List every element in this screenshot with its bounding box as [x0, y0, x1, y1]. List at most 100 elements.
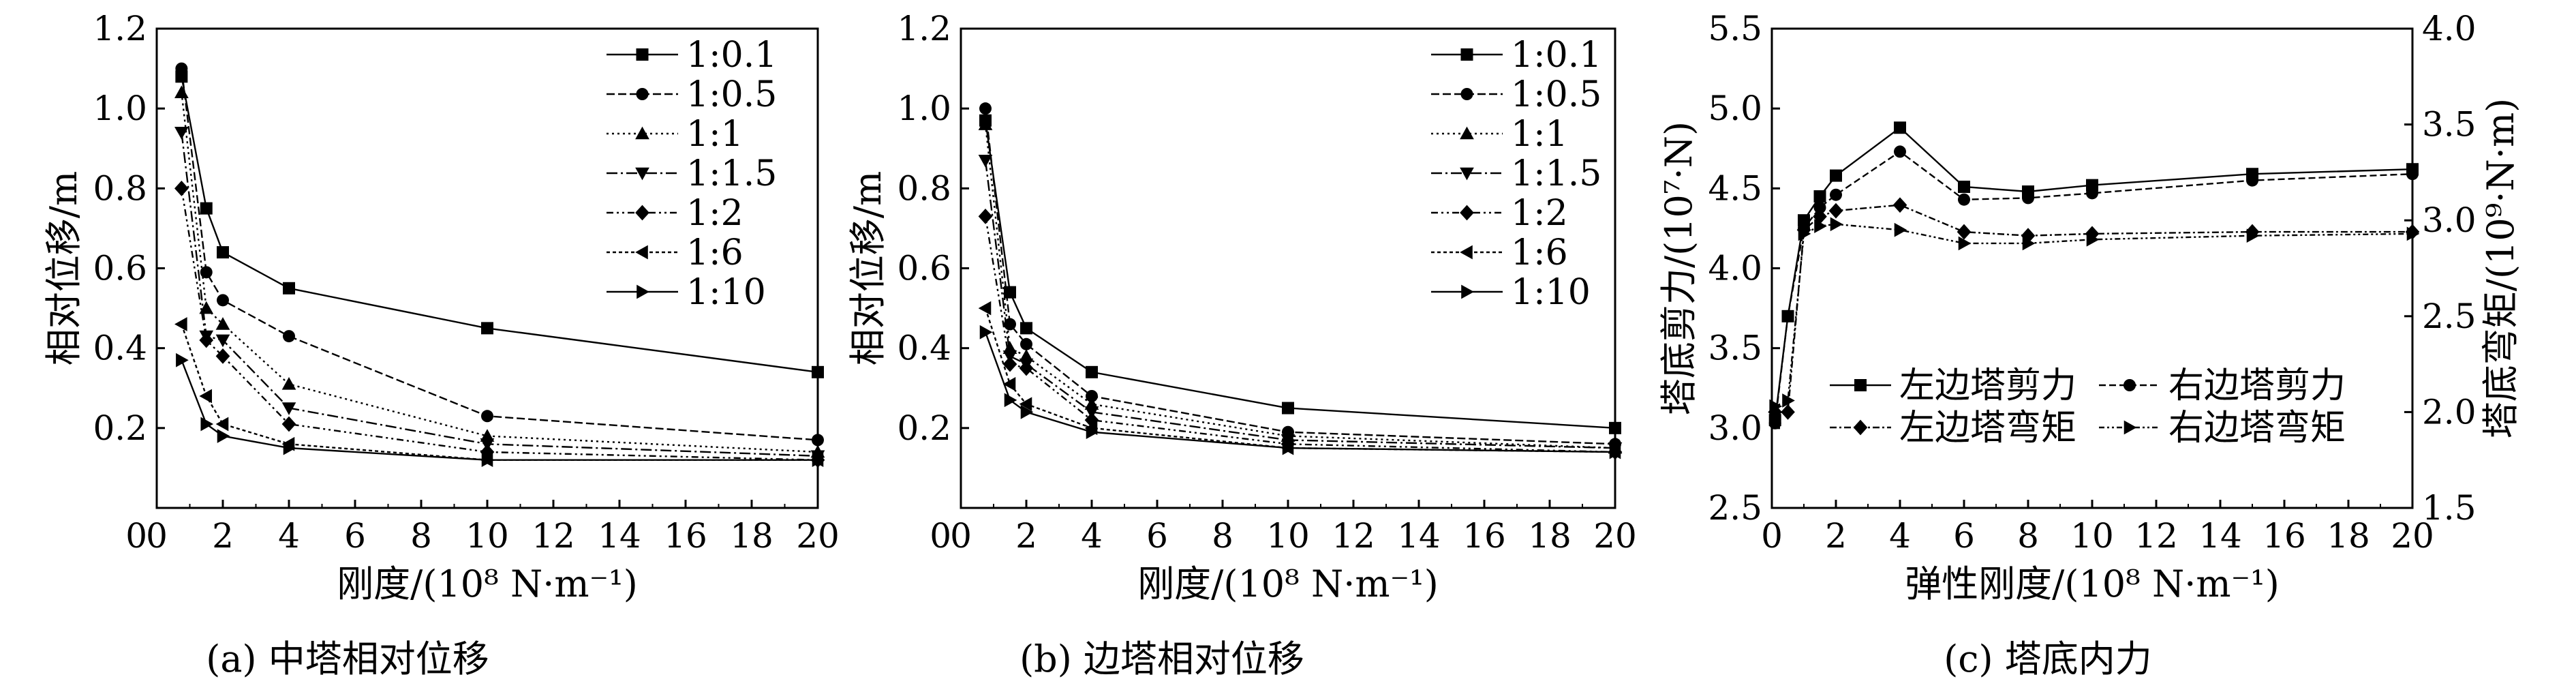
x-tick-label: 10 — [1266, 516, 1310, 556]
legend-entry: 1:1 — [1431, 114, 1568, 155]
data-point — [2406, 226, 2420, 241]
data-point — [281, 402, 296, 415]
series-line — [181, 359, 818, 461]
data-point — [1830, 217, 1843, 232]
data-point — [200, 266, 213, 279]
x-tick-label: 4 — [278, 516, 300, 556]
x-tick-label: 20 — [2391, 516, 2434, 556]
x-tick-label: 20 — [796, 516, 840, 556]
legend-marker — [637, 284, 649, 299]
legend-label: 1:10 — [1511, 272, 1591, 313]
legend-label: 1:1.5 — [1511, 153, 1601, 194]
legend-entry: 1:10 — [607, 272, 766, 313]
y2-tick-label: 1.5 — [2422, 488, 2477, 528]
x-tick-label: 14 — [598, 516, 641, 556]
data-point — [1957, 224, 1972, 240]
y-origin-label: 0 — [125, 516, 147, 556]
legend-label: 右边塔弯矩 — [2168, 408, 2346, 449]
legend-label: 左边塔弯矩 — [1899, 408, 2076, 449]
data-point — [812, 434, 824, 447]
data-point — [978, 301, 992, 316]
y2-tick-label: 2.0 — [2422, 392, 2477, 432]
data-point — [481, 453, 495, 468]
caption-a: (a) 中塔相对位移 — [206, 637, 489, 680]
legend-label: 1:6 — [686, 232, 743, 273]
data-point — [217, 246, 229, 259]
y-tick-label: 4.0 — [1708, 249, 1762, 288]
data-point — [1958, 193, 1970, 206]
data-point — [481, 410, 493, 423]
data-point — [1894, 145, 1906, 158]
data-point — [1282, 440, 1295, 455]
legend-entry: 1:0.1 — [607, 35, 777, 76]
y2-tick-label: 3.0 — [2422, 200, 2477, 240]
legend-label: 1:1 — [1511, 114, 1568, 155]
series-line — [984, 307, 1616, 453]
data-point — [1020, 405, 1034, 419]
y2-tick-label: 4.0 — [2422, 9, 2477, 48]
data-point — [1609, 421, 1621, 434]
data-point — [1814, 219, 1827, 233]
data-point — [979, 325, 993, 340]
series-line — [984, 120, 1616, 429]
data-point — [979, 102, 992, 115]
series-1:6 — [978, 301, 1621, 460]
legend-marker — [635, 126, 649, 140]
series-1:10 — [176, 352, 825, 468]
data-point — [2246, 228, 2260, 243]
data-point — [1782, 393, 1795, 408]
y-tick-label: 1.0 — [897, 89, 951, 128]
data-point — [1004, 393, 1017, 408]
y2-tick-label: 2.5 — [2422, 297, 2477, 336]
legend-marker — [1461, 284, 1474, 299]
legend-marker — [1460, 88, 1473, 100]
legend-entry: 1:1 — [607, 114, 743, 155]
y-tick-label: 2.5 — [1708, 488, 1762, 528]
legend-label: 1:0.1 — [686, 35, 777, 76]
y-tick-label: 0.6 — [897, 249, 951, 288]
y-tick-label: 1.2 — [897, 9, 951, 48]
y-tick-label: 3.0 — [1708, 408, 1762, 448]
x-tick-label: 6 — [1146, 516, 1168, 556]
series-1:10 — [979, 325, 1623, 460]
series-line — [984, 124, 1616, 449]
data-point — [1781, 310, 1794, 322]
legend-label: 1:2 — [686, 193, 743, 234]
data-point — [1086, 365, 1098, 378]
series-line — [181, 324, 818, 461]
y-axis-label: 相对位移/m — [846, 171, 889, 365]
x-tick-label: 4 — [1889, 516, 1911, 556]
x-tick-label: 2 — [212, 516, 234, 556]
x-axis-label: 弹性刚度/(10⁸ N·m⁻¹) — [1905, 562, 2280, 605]
x-tick-label: 8 — [1212, 516, 1233, 556]
legend-label: 1:2 — [1511, 193, 1568, 234]
legend-label: 1:1.5 — [686, 153, 777, 194]
y-tick-label: 3.5 — [1708, 329, 1762, 368]
series-右边塔剪力 — [1768, 145, 2419, 430]
legend-entry: 左边塔弯矩 — [1830, 408, 2076, 449]
data-point — [283, 282, 295, 295]
x-tick-label: 16 — [2263, 516, 2306, 556]
data-point — [812, 453, 825, 468]
data-point — [2022, 192, 2034, 205]
data-point — [1019, 360, 1034, 376]
data-point — [1813, 201, 1826, 214]
data-point — [1002, 377, 1016, 391]
legend-label: 1:10 — [686, 272, 766, 313]
legend-entry: 1:0.5 — [1431, 74, 1601, 115]
data-point — [1768, 417, 1781, 430]
series-line — [181, 68, 818, 441]
data-point — [978, 155, 993, 168]
legend-label: 1:1 — [686, 114, 743, 155]
x-tick-label: 12 — [1332, 516, 1375, 556]
legend-marker — [635, 167, 649, 181]
data-point — [1894, 121, 1906, 134]
x-tick-label: 0 — [146, 516, 168, 556]
legend-marker — [1853, 419, 1868, 436]
data-point — [281, 416, 296, 432]
y2-tick-label: 3.5 — [2422, 105, 2477, 145]
data-point — [174, 180, 189, 196]
series-line — [984, 160, 1616, 449]
data-point — [217, 429, 230, 443]
x-tick-label: 6 — [1953, 516, 1975, 556]
